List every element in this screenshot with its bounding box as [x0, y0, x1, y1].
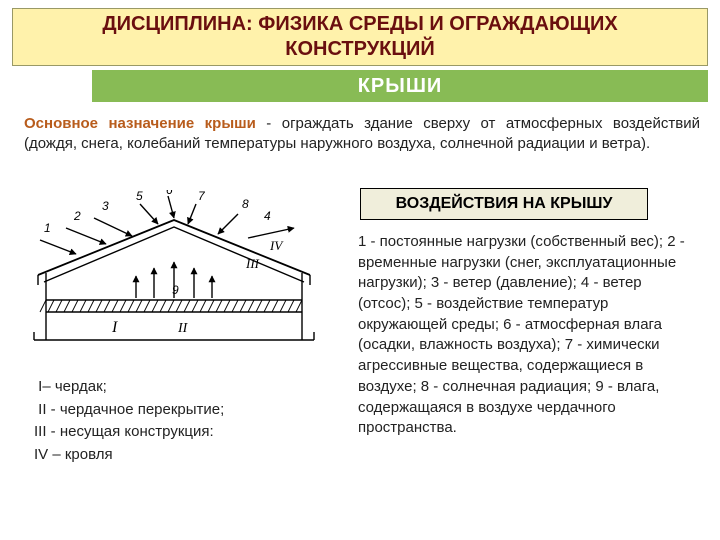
impacts-list: 1 - постоянные нагрузки (собственный вес…	[358, 232, 696, 439]
impacts-title-text: ВОЗДЕЙСТВИЯ НА КРЫШУ	[396, 195, 613, 213]
discipline-title: ДИСЦИПЛИНА: ФИЗИКА СРЕДЫ И ОГРАЖДАЮЩИХ К…	[33, 12, 687, 62]
legend-line-2: II - чердачное перекрытие;	[34, 399, 334, 422]
legend-line-1: I– чердак;	[34, 376, 334, 399]
impacts-panel-title: ВОЗДЕЙСТВИЯ НА КРЫШУ	[360, 188, 648, 220]
svg-text:II: II	[177, 321, 189, 336]
svg-text:2: 2	[73, 209, 81, 223]
figure-legend: I– чердак; II - чердачное перекрытие; II…	[34, 376, 334, 466]
svg-text:I: I	[111, 319, 118, 336]
svg-text:4: 4	[264, 209, 271, 223]
svg-text:8: 8	[242, 197, 249, 211]
svg-text:5: 5	[136, 190, 143, 203]
slide: ДИСЦИПЛИНА: ФИЗИКА СРЕДЫ И ОГРАЖДАЮЩИХ К…	[0, 0, 720, 540]
roof-figure: 123567849IIIIIIIV	[16, 190, 332, 355]
banner-discipline: ДИСЦИПЛИНА: ФИЗИКА СРЕДЫ И ОГРАЖДАЮЩИХ К…	[12, 8, 708, 66]
svg-text:7: 7	[198, 190, 206, 203]
section-title: КРЫШИ	[358, 75, 443, 98]
svg-text:IV: IV	[269, 238, 284, 253]
intro-lead: Основное назначение крыши	[24, 115, 256, 132]
intro-paragraph: Основное назначение крыши - ограждать зд…	[24, 114, 700, 155]
legend-line-4: IV – кровля	[34, 444, 334, 467]
roof-svg: 123567849IIIIIIIV	[16, 190, 332, 355]
svg-text:6: 6	[166, 190, 173, 197]
banner-section: КРЫШИ	[92, 70, 708, 102]
legend-line-3: III - несущая конструкция:	[34, 421, 334, 444]
svg-text:3: 3	[102, 199, 109, 213]
svg-text:9: 9	[172, 283, 179, 297]
svg-text:1: 1	[44, 221, 51, 235]
svg-text:III: III	[245, 256, 260, 271]
